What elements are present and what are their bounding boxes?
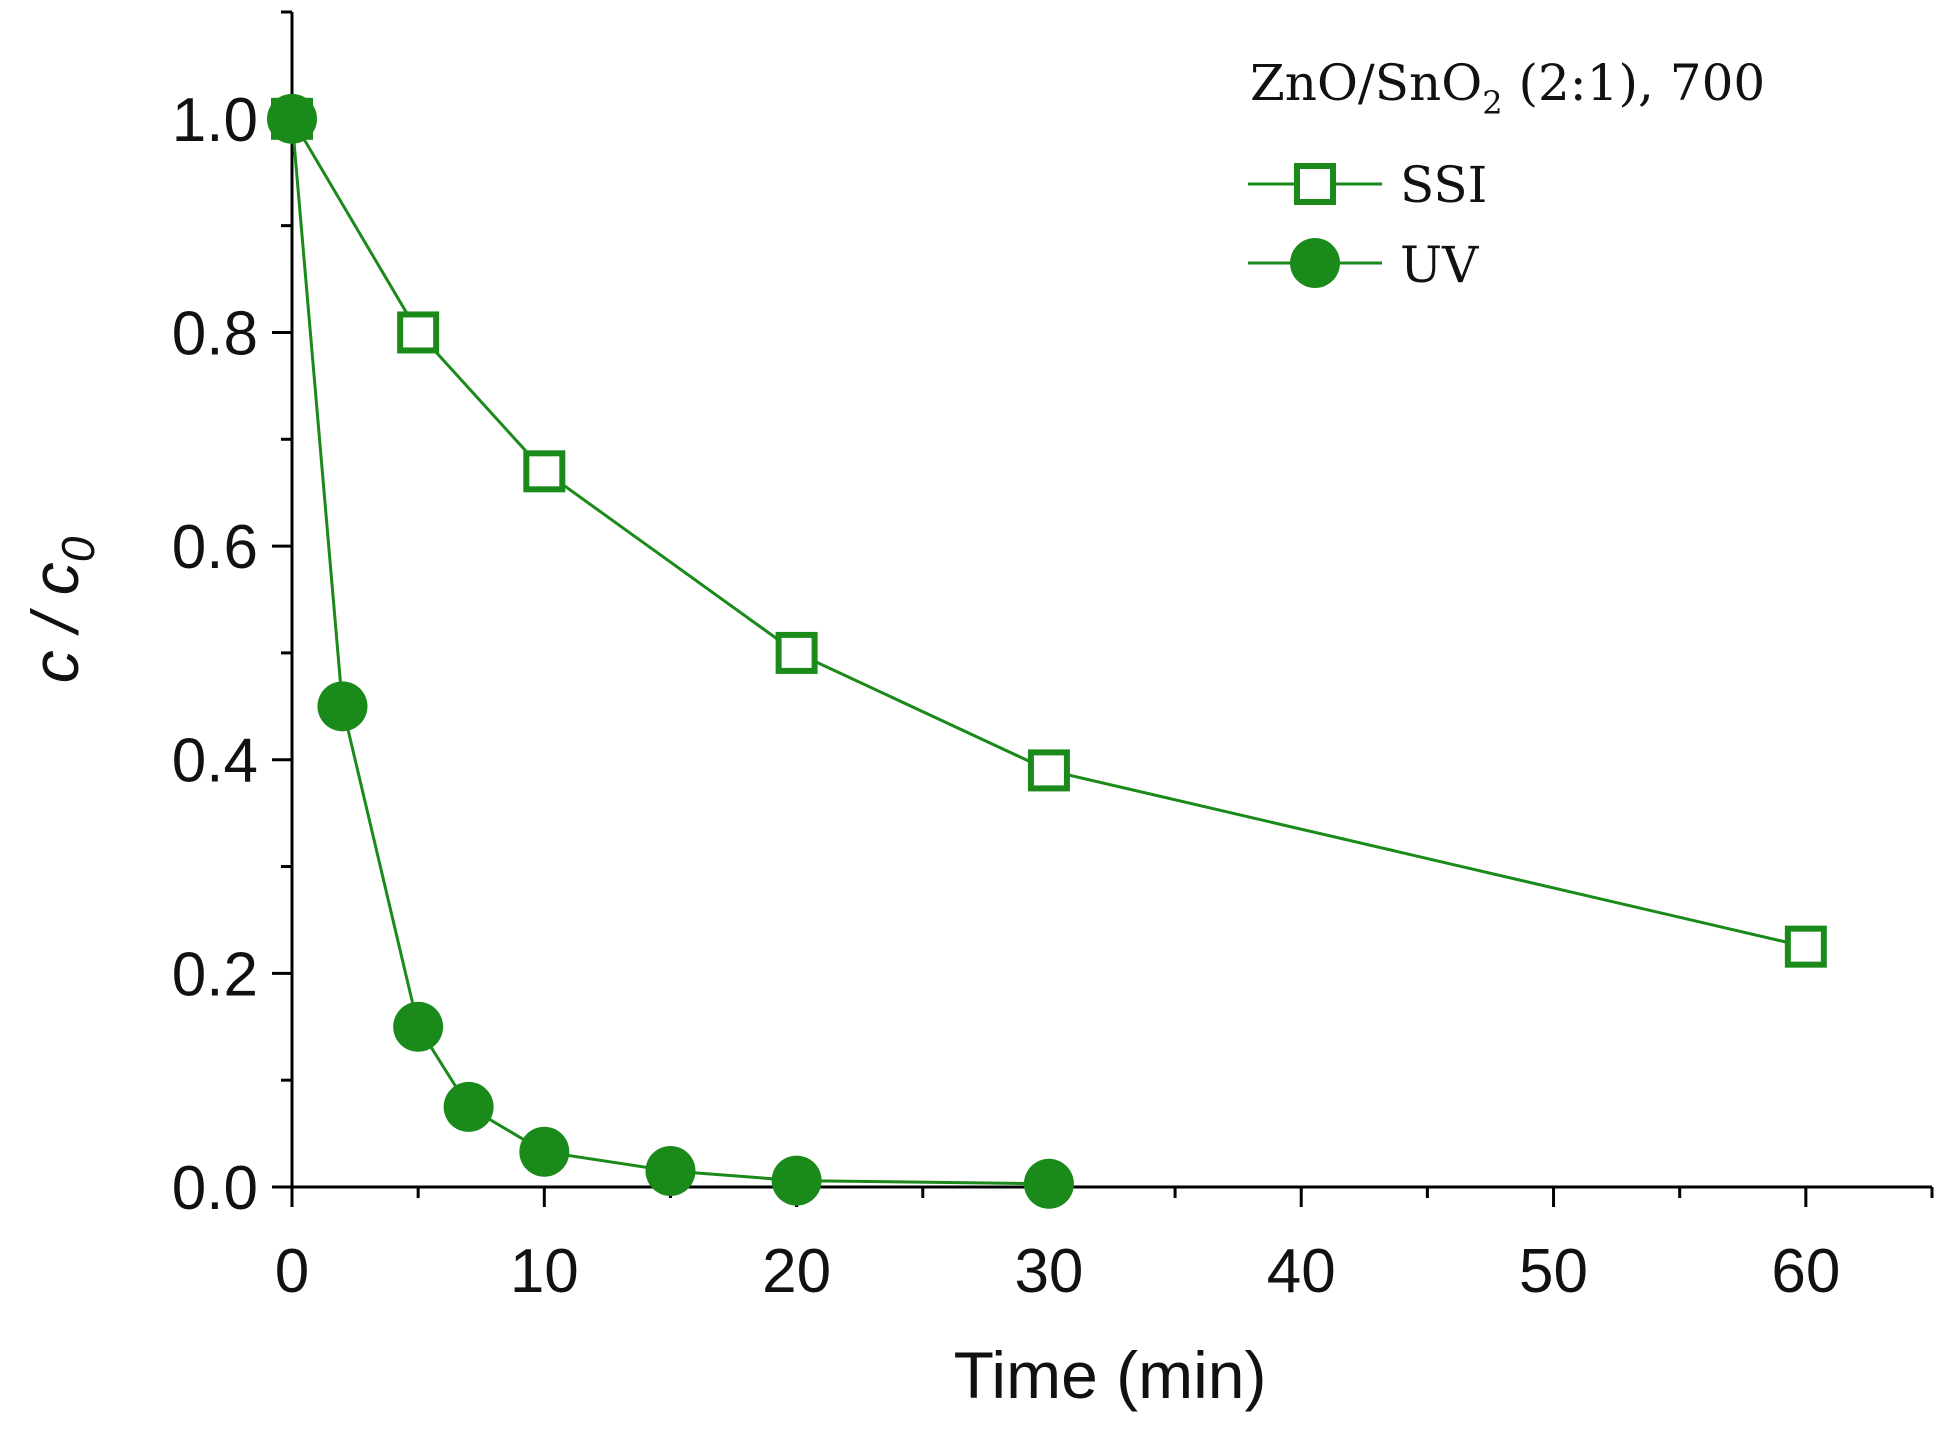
legend: ZnO/SnO2 (2:1), 700 SSI UV <box>1248 54 1765 294</box>
legend-marker-ssi <box>1294 163 1336 205</box>
x-tick-label: 20 <box>762 1237 831 1306</box>
y-tick-label: 0.0 <box>172 1154 258 1223</box>
data-point-ssi <box>523 450 566 493</box>
series-uv <box>267 93 1074 1209</box>
data-point-uv <box>443 1081 494 1132</box>
series-layer <box>267 93 1827 1209</box>
legend-marker-uv <box>1290 238 1340 288</box>
legend-entry-uv: UV <box>1248 236 1479 294</box>
legend-label-ssi: SSI <box>1400 156 1487 214</box>
y-tick-label: 0.4 <box>172 727 258 796</box>
x-tick-label: 30 <box>1014 1237 1083 1306</box>
x-tick-label: 40 <box>1267 1237 1336 1306</box>
data-point-uv <box>1023 1158 1074 1209</box>
legend-entry-ssi: SSI <box>1248 156 1487 214</box>
legend-label-uv: UV <box>1400 236 1479 294</box>
data-point-uv <box>771 1155 822 1206</box>
y-axis-title: c / c0 <box>18 536 104 683</box>
data-point-uv <box>393 1001 444 1052</box>
x-axis-title: Time (min) <box>954 1338 1267 1412</box>
legend-title-prefix: ZnO/SnO <box>1250 54 1482 112</box>
data-point-uv <box>317 681 368 732</box>
ticks: 0 10 20 30 40 50 60 0.0 0.2 0.4 0.6 0.8 1.0 <box>172 10 1934 1306</box>
data-point-ssi <box>775 631 818 674</box>
legend-title-suffix: (2:1), 700 <box>1503 54 1766 112</box>
legend-title: ZnO/SnO2 (2:1), 700 <box>1250 54 1765 122</box>
y-tick-label: 0.6 <box>172 513 258 582</box>
x-tick-label: 50 <box>1519 1237 1588 1306</box>
data-point-uv <box>645 1145 696 1196</box>
x-tick-label: 60 <box>1771 1237 1840 1306</box>
y-tick-label: 1.0 <box>172 86 258 155</box>
x-tick-label: 0 <box>275 1237 309 1306</box>
data-point-ssi <box>1027 749 1070 792</box>
axes <box>290 12 1932 1189</box>
y-axis-title-sub: 0 <box>52 536 104 562</box>
y-axis-title-main: c / c <box>18 562 92 683</box>
series-ssi <box>271 97 1827 968</box>
data-point-uv <box>519 1126 570 1177</box>
data-point-ssi <box>397 311 440 354</box>
data-point-ssi <box>1784 925 1827 968</box>
data-point-uv <box>267 93 317 144</box>
y-tick-label: 0.2 <box>172 940 258 1009</box>
y-tick-label: 0.8 <box>172 299 258 368</box>
legend-title-sub: 2 <box>1482 84 1502 122</box>
series-line-ssi <box>290 118 1807 949</box>
x-tick-label: 10 <box>510 1237 579 1306</box>
